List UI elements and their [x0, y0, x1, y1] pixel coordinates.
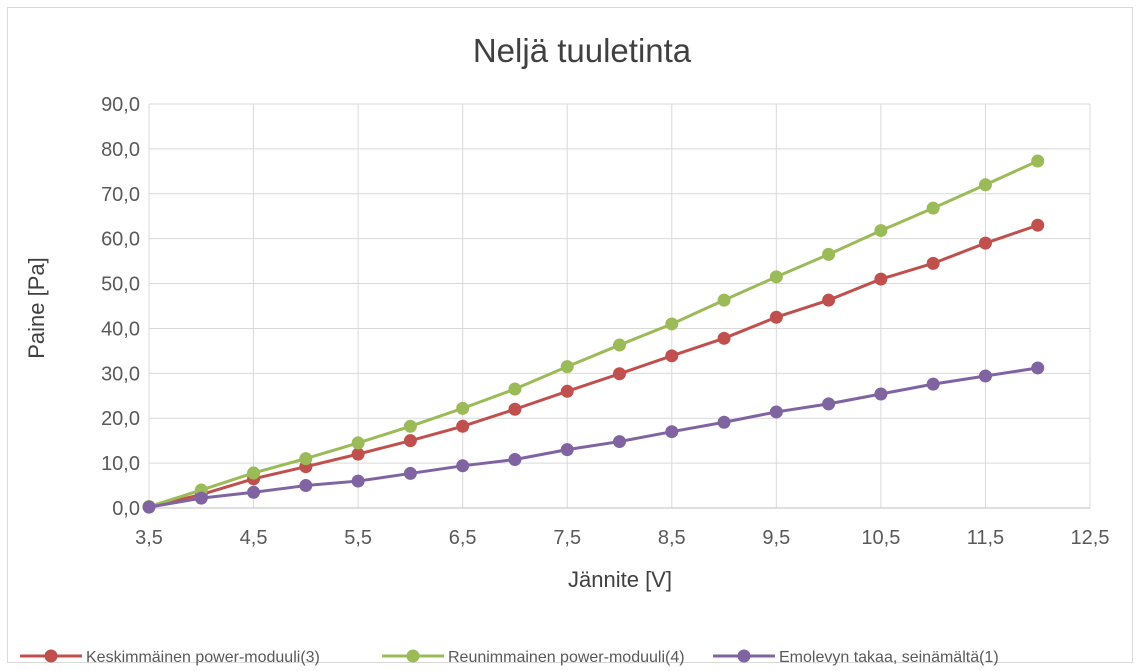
- legend-entry-3: Emolevyn takaa, seinämältä(1): [713, 649, 999, 666]
- series-line: [148, 159, 1039, 509]
- axes: 0,0 10,0 20,0 30,0 40,0 50,0 60,0 70,0 80,0 90,0 3…: [101, 94, 1109, 549]
- grid-lines: [149, 103, 1091, 508]
- data-point: [978, 178, 992, 192]
- data-point: [978, 369, 992, 383]
- data-point: [874, 387, 888, 401]
- data-point: [613, 435, 626, 449]
- data-point: [508, 453, 522, 467]
- data-point: [560, 443, 574, 457]
- y-tick-label: 40,0: [101, 318, 140, 340]
- data-point: [142, 500, 156, 514]
- y-axis-label: Paine [Pa]: [24, 257, 49, 359]
- series-line: [148, 223, 1039, 509]
- data-point: [351, 447, 365, 461]
- data-point: [769, 405, 783, 419]
- y-tick-label: 20,0: [101, 408, 140, 430]
- data-point: [717, 293, 731, 307]
- data-point: [194, 491, 208, 505]
- x-tick-label: 7,5: [553, 527, 581, 549]
- data-point: [665, 349, 679, 363]
- legend-marker-swatch: [406, 649, 420, 663]
- data-point: [717, 331, 731, 345]
- series-layer: [142, 154, 1045, 514]
- data-point: [1031, 218, 1045, 232]
- y-tick-label: 10,0: [101, 453, 140, 475]
- data-point: [769, 270, 783, 284]
- data-point: [560, 360, 574, 374]
- data-point: [403, 419, 417, 433]
- data-point: [613, 367, 626, 381]
- legend-label: Keskimmäinen power-moduuli(3): [86, 649, 320, 666]
- data-point: [822, 397, 836, 411]
- data-point: [665, 317, 679, 331]
- y-tick-label: 60,0: [101, 229, 140, 251]
- x-tick-label: 12,5: [1071, 527, 1110, 549]
- data-point: [822, 293, 836, 307]
- data-point: [403, 466, 417, 480]
- data-point: [456, 401, 470, 415]
- chart-frame: [7, 7, 1133, 663]
- chart-title: Neljä tuuletinta: [473, 32, 692, 69]
- data-point: [822, 247, 836, 261]
- data-point: [874, 272, 888, 286]
- x-tick-label: 5,5: [344, 527, 372, 549]
- y-tick-label: 30,0: [101, 363, 140, 385]
- legend: Keskimmäinen power-moduuli(3) Reunimmaine…: [20, 649, 999, 666]
- data-point: [874, 224, 888, 238]
- legend-label: Reunimmainen power-moduuli(4): [448, 649, 685, 666]
- y-tick-label: 70,0: [101, 184, 140, 206]
- x-tick-label: 4,5: [240, 527, 268, 549]
- y-tick-label: 80,0: [101, 139, 140, 161]
- x-tick-label: 3,5: [135, 527, 163, 549]
- data-point: [299, 452, 313, 466]
- series-3: [142, 361, 1045, 514]
- data-point: [508, 402, 522, 416]
- legend-entry-2: Reunimmainen power-moduuli(4): [382, 649, 685, 666]
- data-point: [978, 236, 992, 250]
- data-point: [299, 479, 313, 493]
- data-point: [926, 377, 940, 391]
- legend-marker-swatch: [44, 649, 58, 663]
- data-point: [613, 338, 626, 352]
- data-point: [456, 459, 470, 473]
- data-point: [403, 434, 417, 448]
- legend-marker-swatch: [737, 649, 751, 663]
- data-point: [1031, 361, 1045, 375]
- series-2: [142, 154, 1045, 514]
- y-tick-label: 90,0: [101, 94, 140, 116]
- x-axis-label: Jännite [V]: [568, 567, 672, 592]
- data-point: [508, 382, 522, 396]
- data-point: [560, 384, 574, 398]
- data-point: [351, 474, 365, 488]
- x-tick-label: 9,5: [762, 527, 790, 549]
- data-point: [769, 310, 783, 324]
- x-tick-label: 11,5: [967, 527, 1004, 549]
- x-tick-label: 6,5: [449, 527, 477, 549]
- data-point: [351, 436, 365, 450]
- data-point: [247, 485, 261, 499]
- y-tick-label: 0,0: [112, 498, 140, 520]
- data-point: [247, 466, 261, 480]
- x-tick-label: 10,5: [861, 527, 900, 549]
- series-1: [142, 218, 1045, 514]
- data-point: [1031, 154, 1045, 168]
- x-tick-label: 8,5: [658, 527, 686, 549]
- data-point: [665, 425, 679, 439]
- data-point: [926, 201, 940, 215]
- data-point: [926, 256, 940, 270]
- legend-label: Emolevyn takaa, seinämältä(1): [779, 649, 999, 666]
- data-point: [717, 415, 731, 429]
- legend-entry-1: Keskimmäinen power-moduuli(3): [20, 649, 320, 666]
- data-point: [456, 419, 470, 433]
- series-line: [148, 366, 1038, 509]
- y-tick-label: 50,0: [101, 274, 140, 296]
